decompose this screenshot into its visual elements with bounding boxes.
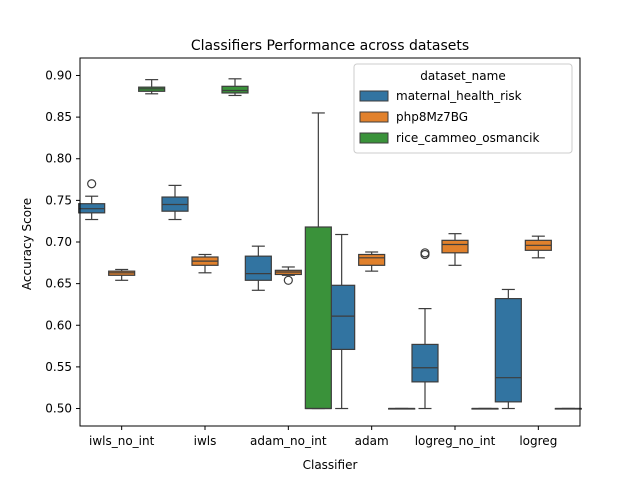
- legend: dataset_name maternal_health_risk php8Mz7B…: [353, 63, 573, 154]
- legend-swatch: [359, 111, 389, 123]
- x-axis: iwls_no_int iwls adam_no_int adam logreg_no_…: [89, 426, 557, 448]
- x-tick-label: logreg_no_int: [415, 434, 496, 448]
- box-php8Mz7BG-adam: [358, 251, 386, 272]
- y-tick-label: 0.60: [45, 318, 72, 332]
- legend-swatch: [359, 90, 389, 102]
- box-iqr: [411, 343, 439, 383]
- box-iqr: [441, 239, 469, 254]
- box-php8Mz7BG-iwls_no_int: [108, 268, 136, 281]
- y-axis: 0.50 0.55 0.60 0.65 0.70 0.75 0.80 0.85 0.90: [45, 68, 80, 416]
- outlier-point: [283, 275, 293, 285]
- plot-area: [78, 57, 582, 427]
- y-tick-label: 0.85: [45, 110, 72, 124]
- y-tick-label: 0.75: [45, 193, 72, 207]
- box-php8Mz7BG-logreg_no_int: [441, 233, 469, 266]
- box-maternal_health_risk-logreg: [494, 288, 522, 410]
- y-tick-label: 0.55: [45, 360, 72, 374]
- y-tick-label: 0.80: [45, 152, 72, 166]
- box-rice_cammeo_osmancik-logreg: [554, 407, 582, 410]
- legend-swatch: [359, 132, 389, 144]
- box-php8Mz7BG-logreg: [524, 235, 552, 259]
- box-maternal_health_risk-adam_no_int: [244, 245, 272, 291]
- box-iqr: [304, 226, 332, 410]
- box-maternal_health_risk-logreg_no_int: [411, 248, 439, 410]
- box-rice_cammeo_osmancik-adam_no_int: [304, 112, 332, 410]
- box-iqr: [328, 284, 356, 351]
- box-maternal_health_risk-iwls_no_int: [78, 179, 106, 221]
- box-rice_cammeo_osmancik-iwls: [221, 78, 249, 97]
- box-rice_cammeo_osmancik-adam: [388, 407, 416, 410]
- x-tick-label: logreg: [519, 434, 557, 448]
- x-axis-label: Classifier: [303, 458, 358, 472]
- box-rice_cammeo_osmancik-iwls_no_int: [138, 79, 166, 95]
- y-tick-label: 0.50: [45, 402, 72, 416]
- box-maternal_health_risk-adam: [328, 233, 356, 410]
- x-tick-label: adam_no_int: [250, 434, 327, 448]
- box-php8Mz7BG-adam_no_int: [274, 266, 302, 285]
- y-tick-label: 0.70: [45, 235, 72, 249]
- chart-title: Classifiers Performance across datasets: [191, 38, 469, 54]
- box-maternal_health_risk-iwls: [161, 184, 189, 221]
- legend-title: dataset_name: [420, 69, 505, 83]
- box-iqr: [244, 255, 272, 281]
- legend-entry: rice_cammeo_osmancik: [396, 131, 539, 145]
- y-tick-label: 0.90: [45, 68, 72, 82]
- box-iqr: [494, 298, 522, 403]
- box-rice_cammeo_osmancik-logreg_no_int: [471, 407, 499, 410]
- x-tick-label: iwls_no_int: [89, 434, 155, 448]
- box-iqr: [221, 85, 249, 94]
- legend-entry: maternal_health_risk: [396, 89, 522, 103]
- outlier-point: [87, 179, 97, 189]
- legend-frame: [353, 63, 573, 154]
- outlier-point: [420, 248, 430, 258]
- box-iqr: [358, 253, 386, 266]
- y-axis-label: Accuracy Score: [20, 198, 34, 290]
- x-tick-label: iwls: [194, 434, 217, 448]
- y-tick-label: 0.65: [45, 277, 72, 291]
- box-php8Mz7BG-iwls: [191, 253, 219, 274]
- x-tick-label: adam: [355, 434, 389, 448]
- legend-entry: php8Mz7BG: [396, 110, 468, 124]
